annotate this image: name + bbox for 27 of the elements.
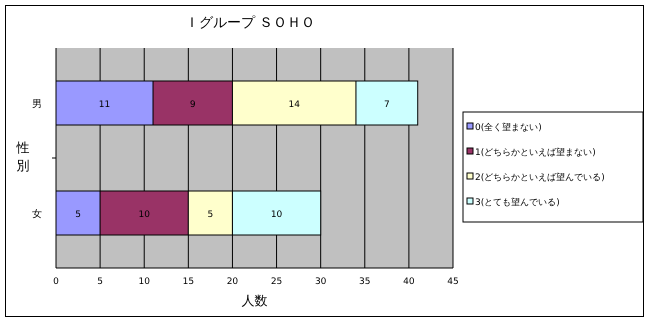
x-tick-label: 40	[403, 277, 415, 287]
x-tick-label: 20	[226, 277, 238, 287]
data-label: 14	[288, 100, 300, 110]
legend-label: 0(全く望まない)	[475, 122, 542, 133]
legend-label: 1(どちらかといえば望まない)	[475, 147, 596, 158]
title: Ｉグループ ＳＯＨＯ	[184, 15, 316, 31]
x-axis-title: 人数	[242, 294, 268, 309]
x-tick-label: 15	[182, 277, 194, 287]
data-label: 9	[190, 100, 196, 110]
x-tick-label: 10	[138, 277, 150, 287]
data-label: 10	[138, 210, 150, 220]
data-label: 5	[208, 210, 214, 220]
data-label: 5	[75, 210, 81, 220]
y-axis-title: 性別	[16, 141, 30, 174]
legend-label: 2(どちらかといえば望んでいる)	[475, 172, 605, 183]
x-tick-label: 5	[97, 277, 103, 287]
data-label: 7	[384, 100, 390, 110]
x-tick-label: 45	[447, 277, 459, 287]
x-tick-label: 35	[359, 277, 371, 287]
y-tick-label: 男	[32, 99, 42, 110]
legend-label: 3(とても望んでいる)	[475, 197, 560, 208]
x-tick-label: 25	[270, 277, 282, 287]
x-tick-label: 0	[53, 277, 60, 287]
data-label: 11	[98, 100, 110, 110]
data-label: 10	[270, 210, 283, 220]
x-tick-label: 30	[314, 277, 327, 287]
y-tick-label: 女	[32, 208, 42, 220]
